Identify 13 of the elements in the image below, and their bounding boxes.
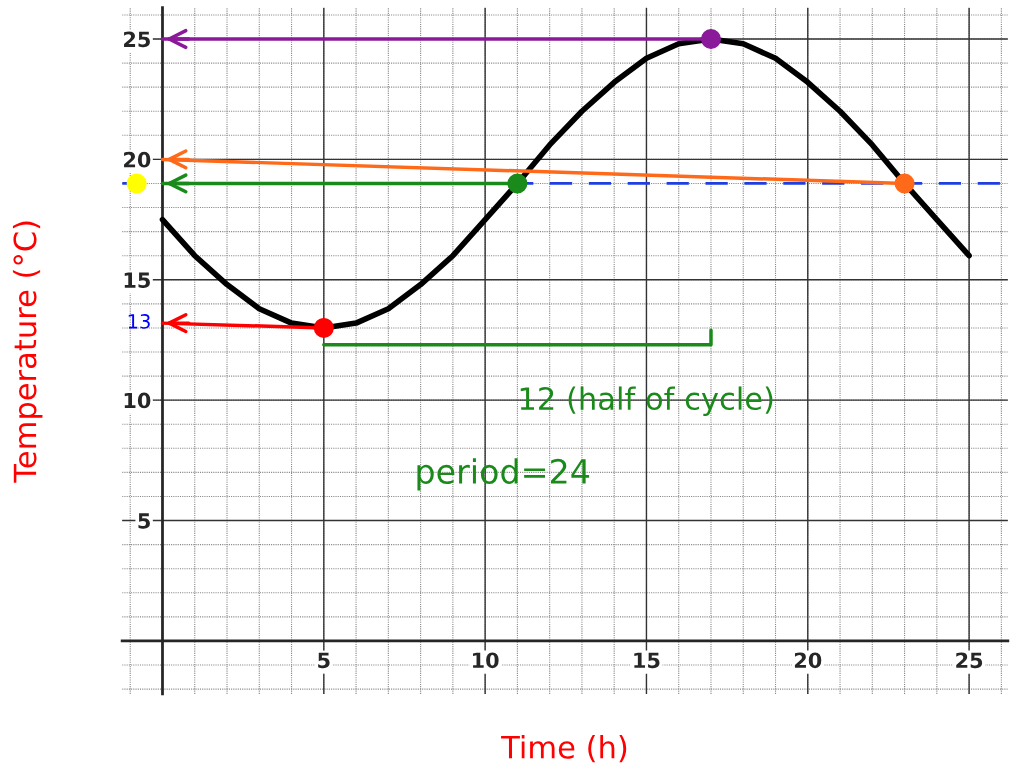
x-tick-label: 25 [956, 652, 983, 669]
annotation: 13 [128, 314, 150, 329]
x-axis-title: Time (h) [501, 735, 627, 763]
y-tick-label: 25 [124, 31, 150, 48]
x-tick-label: 5 [318, 652, 330, 669]
y-tick-label: 15 [124, 272, 150, 288]
y-tick-label: 5 [138, 513, 150, 529]
x-tick-label: 10 [472, 652, 499, 669]
x-tick-label: 15 [634, 652, 660, 669]
y-axis-title: Temperature (°C) [12, 221, 43, 483]
x-tick-label: 20 [794, 652, 822, 669]
y-tick-label: 10 [124, 392, 151, 409]
y-tick-label: 20 [124, 151, 151, 168]
